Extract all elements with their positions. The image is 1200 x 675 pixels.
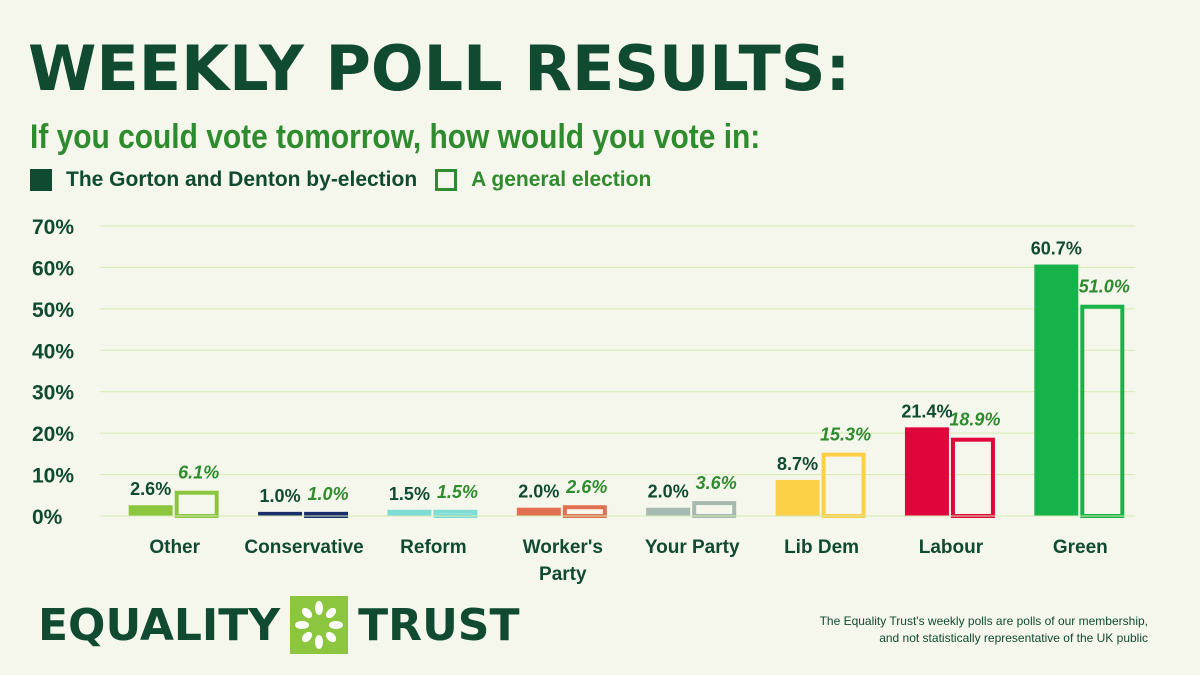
legend: The Gorton and Denton by-election A gene… <box>30 168 669 192</box>
equality-trust-logo: EQUALITY TRUST <box>38 596 520 654</box>
x-category-label: Worker's <box>523 537 603 558</box>
legend-item-by-election: The Gorton and Denton by-election <box>30 168 417 192</box>
legend-label-by-election: The Gorton and Denton by-election <box>66 168 418 191</box>
data-label-by-election: 21.4% <box>901 401 952 421</box>
footnote-line-2: and not statistically representative of … <box>879 631 1148 645</box>
bar-by-election <box>646 507 691 516</box>
x-category-label: Party <box>539 564 587 585</box>
bar-by-election <box>1034 264 1079 516</box>
data-label-general-election: 1.0% <box>308 484 349 504</box>
y-tick-label: 10% <box>32 465 74 488</box>
bar-by-election <box>516 507 561 516</box>
data-label-general-election: 3.6% <box>696 473 737 493</box>
bar-by-election <box>128 505 173 516</box>
footnote-line-1: The Equality Trust's weekly polls are po… <box>819 614 1148 628</box>
y-tick-label: 50% <box>32 299 74 322</box>
x-category-label: Your Party <box>645 537 740 558</box>
data-label-by-election: 1.5% <box>389 484 430 504</box>
data-label-general-election: 2.6% <box>565 477 607 497</box>
data-label-general-election: 1.5% <box>437 482 478 502</box>
bar-by-election <box>387 509 432 516</box>
data-label-by-election: 2.6% <box>130 479 171 499</box>
chart-subtitle: If you could vote tomorrow, how would yo… <box>30 118 761 156</box>
y-tick-label: 0% <box>32 506 63 529</box>
bar-general-election <box>174 490 219 519</box>
data-label-by-election: 1.0% <box>260 486 301 506</box>
bar-by-election <box>775 479 820 516</box>
x-category-label: Lib Dem <box>784 537 859 558</box>
bar-by-election <box>904 427 949 516</box>
flower-icon <box>290 596 349 654</box>
y-tick-label: 40% <box>32 340 74 363</box>
x-category-label: Conservative <box>244 537 363 558</box>
y-tick-label: 60% <box>32 257 74 280</box>
logo-text-left: EQUALITY <box>38 599 281 651</box>
x-category-label: Green <box>1053 537 1108 558</box>
bar-general-election <box>1080 304 1125 519</box>
data-label-general-election: 6.1% <box>178 463 219 483</box>
logo-flower-icon <box>290 596 349 654</box>
footnote: The Equality Trust's weekly polls are po… <box>820 613 1148 647</box>
x-category-label: Labour <box>919 537 984 558</box>
legend-swatch-solid <box>30 169 52 191</box>
bar-general-election <box>562 505 607 519</box>
y-tick-label: 30% <box>32 382 74 405</box>
data-label-general-election: 15.3% <box>820 425 871 445</box>
legend-swatch-outline <box>435 169 458 191</box>
y-tick-label: 70% <box>32 216 74 239</box>
bar-general-election <box>433 509 478 518</box>
bar-by-election <box>258 511 303 516</box>
data-label-general-election: 51.0% <box>1079 277 1130 297</box>
data-label-by-election: 2.0% <box>518 482 559 502</box>
x-category-label: Other <box>149 537 200 558</box>
data-label-by-election: 60.7% <box>1031 239 1082 259</box>
x-category-label: Reform <box>400 537 467 558</box>
logo-text-right: TRUST <box>358 599 520 651</box>
data-label-general-election: 18.9% <box>949 410 1000 430</box>
legend-item-general-election: A general election <box>435 168 651 192</box>
legend-label-general-election: A general election <box>471 168 652 191</box>
bar-general-election <box>821 452 866 519</box>
page-title: WEEKLY POLL RESULTS: <box>28 32 851 105</box>
data-label-by-election: 2.0% <box>648 482 689 502</box>
data-label-by-election: 8.7% <box>777 454 818 474</box>
bar-general-election <box>950 437 995 519</box>
y-tick-label: 20% <box>32 423 74 446</box>
bar-general-election <box>692 501 737 519</box>
